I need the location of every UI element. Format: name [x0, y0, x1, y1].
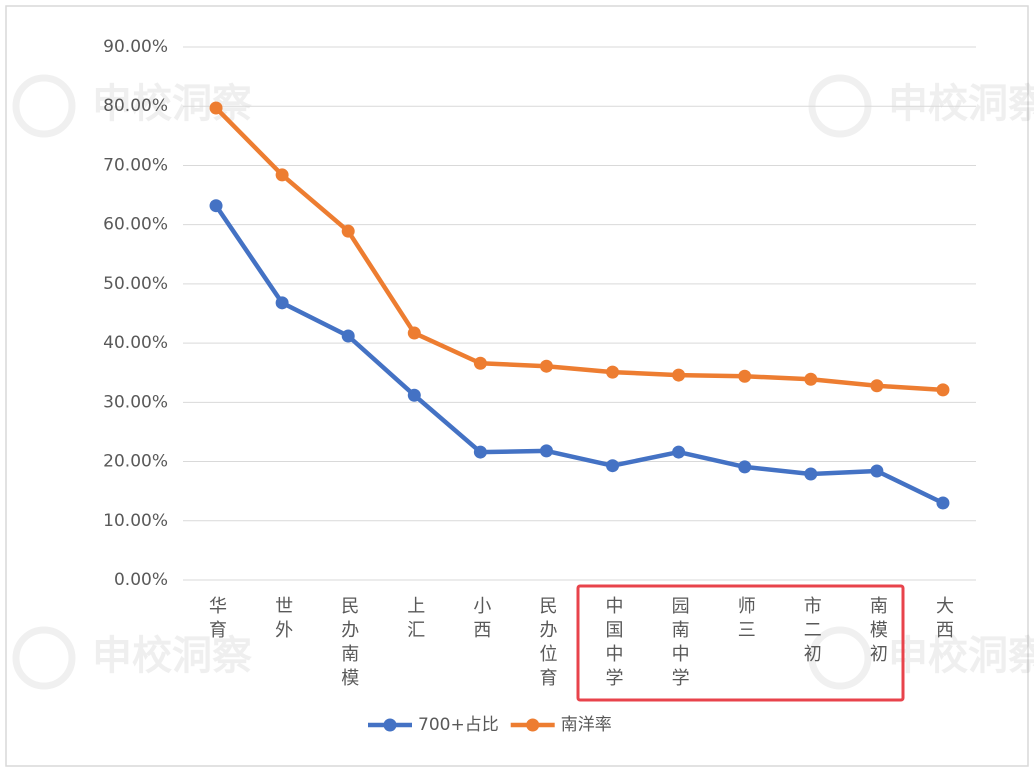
legend-label: 700+占比: [418, 715, 499, 735]
legend-marker: [383, 718, 397, 732]
x-tick-label: 市二初: [801, 596, 822, 668]
x-tick-label: 南模初: [867, 596, 888, 668]
data-point: [539, 444, 553, 458]
y-tick-label: 70.00%: [103, 155, 168, 175]
watermark-icon: [12, 626, 76, 690]
data-point: [738, 369, 752, 383]
series-line: [214, 204, 944, 506]
y-tick-label: 20.00%: [103, 452, 168, 472]
watermark: 申校洞察: [92, 633, 252, 679]
data-point: [672, 368, 686, 382]
data-point: [473, 445, 487, 459]
y-tick-label: 90.00%: [103, 37, 168, 57]
data-point: [804, 372, 818, 386]
data-point: [275, 168, 289, 182]
y-tick-label: 0.00%: [114, 570, 168, 590]
data-point: [209, 101, 223, 115]
data-point: [407, 388, 421, 402]
data-point: [539, 359, 553, 373]
highlight-box: [576, 584, 905, 702]
legend-marker: [526, 718, 540, 732]
x-tick-label: 小西: [470, 596, 491, 644]
data-point: [936, 496, 950, 510]
x-tick-label: 华育: [206, 596, 227, 644]
y-tick-label: 80.00%: [103, 96, 168, 116]
x-tick-label: 上汇: [404, 596, 425, 644]
watermarks: 申校洞察 申校洞察 申校洞察 申校洞察: [12, 74, 1034, 690]
data-point: [407, 326, 421, 340]
data-point: [606, 459, 620, 473]
data-point: [870, 379, 884, 393]
x-tick-label: 中国中学: [603, 596, 624, 692]
watermark: 申校洞察: [888, 633, 1034, 679]
x-tick-label: 民办南模: [338, 596, 359, 692]
data-point: [341, 224, 355, 238]
data-point: [473, 356, 487, 370]
x-tick-label: 世外: [272, 596, 293, 644]
y-tick-label: 10.00%: [103, 511, 168, 531]
watermark: 申校洞察: [888, 81, 1034, 127]
data-point: [870, 464, 884, 478]
x-tick-label: 大西: [933, 596, 954, 644]
data-point: [341, 329, 355, 343]
data-point: [738, 460, 752, 474]
y-tick-label: 60.00%: [103, 215, 168, 235]
x-tick-label: 园南中学: [669, 596, 690, 692]
y-tick-label: 50.00%: [103, 274, 168, 294]
watermark-icon: [12, 74, 76, 138]
data-point: [606, 365, 620, 379]
data-point: [275, 296, 289, 310]
data-point: [936, 383, 950, 397]
data-point: [209, 199, 223, 213]
watermark-icon: [808, 626, 872, 690]
x-tick-label: 民办位育: [536, 596, 557, 692]
series-line: [214, 106, 944, 393]
legend-label: 南洋率: [561, 715, 612, 735]
x-tick-label: 师三: [735, 596, 756, 644]
data-point: [804, 467, 818, 481]
data-point: [672, 445, 686, 459]
y-tick-label: 30.00%: [103, 392, 168, 412]
y-tick-label: 40.00%: [103, 333, 168, 353]
